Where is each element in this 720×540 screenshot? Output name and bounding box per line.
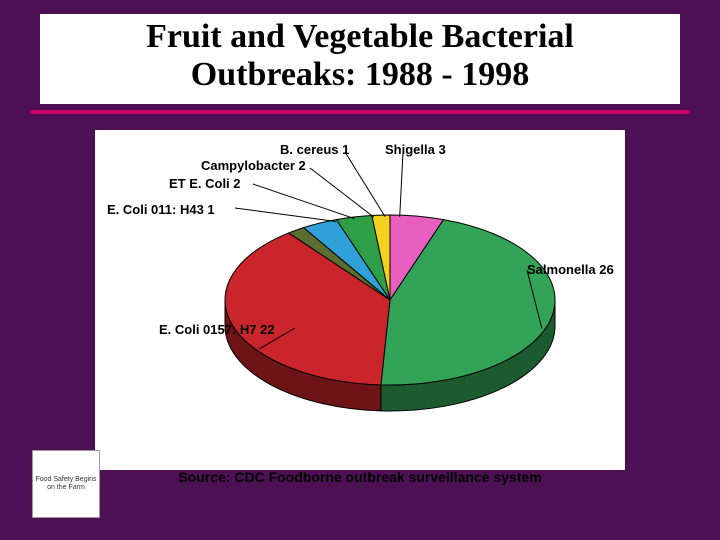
chart-area: Shigella 3 B. cereus 1 Campylobacter 2 E…: [95, 130, 625, 470]
slide: Fruit and Vegetable Bacterial Outbreaks:…: [0, 0, 720, 540]
label-etecoli: ET E. Coli 2: [169, 176, 241, 191]
source-text: Source: CDC Foodborne outbreak surveilla…: [0, 469, 720, 485]
logo-caption: Food Safety Begins on the Farm: [33, 476, 99, 492]
label-ecoli011: E. Coli 011: H43 1: [107, 202, 215, 217]
title-line-1: Fruit and Vegetable Bacterial: [40, 18, 680, 56]
label-bcereus: B. cereus 1: [280, 142, 349, 157]
food-safety-logo: Food Safety Begins on the Farm: [32, 450, 100, 518]
label-shigella: Shigella 3: [385, 142, 446, 157]
label-salmonella: Salmonella 26: [527, 262, 614, 277]
title-line-2: Outbreaks: 1988 - 1998: [40, 56, 680, 94]
title-underline: [30, 110, 690, 114]
label-campy: Campylobacter 2: [201, 158, 306, 173]
label-ecoli0157: E. Coli 0157: H7 22: [159, 322, 275, 337]
title-box: Fruit and Vegetable Bacterial Outbreaks:…: [40, 14, 680, 104]
